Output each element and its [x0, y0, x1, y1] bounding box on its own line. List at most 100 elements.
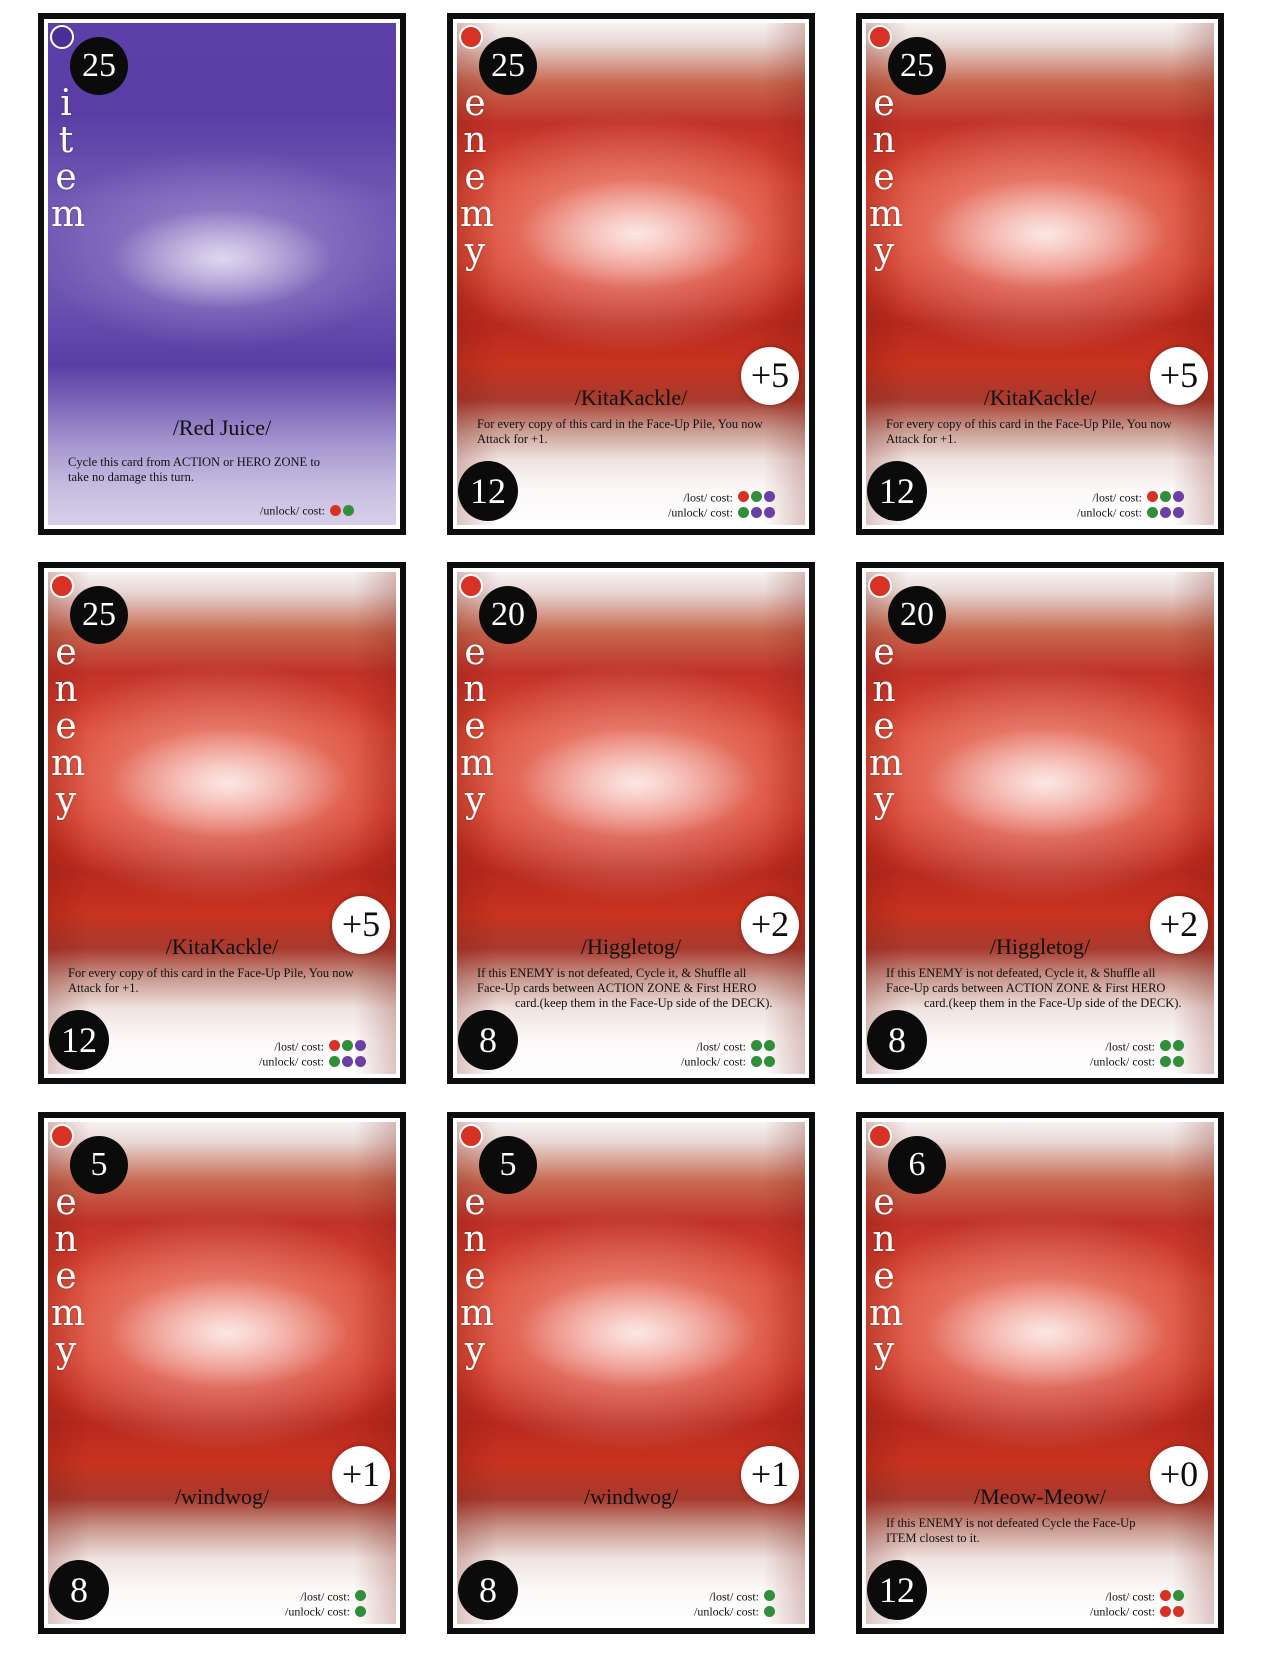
top-value-badge: 25	[70, 586, 128, 644]
card-description: If this ENEMY is not defeated Cycle the …	[886, 1516, 1198, 1546]
enemy-card[interactable]: 5 e n e m y +1/windwog/8/lost/ cost: /unlock/ …	[447, 1112, 815, 1634]
top-value-badge: 20	[888, 586, 946, 644]
type-letter: y	[873, 1330, 895, 1371]
card-art	[866, 1122, 1214, 1624]
card-name: /KitaKackle/	[983, 385, 1097, 410]
type-letter: e	[55, 1256, 77, 1297]
enemy-card[interactable]: 20 e n e m y +2/Higgletog/If this ENEMY is not…	[447, 562, 815, 1084]
unlock-cost-row: /unlock/ cost:	[1090, 1053, 1184, 1068]
unlock-cost-label: /unlock/ cost:	[1077, 505, 1142, 519]
enemy-card[interactable]: 6 e n e m y +0/Meow-Meow/If this ENEMY is not …	[856, 1112, 1224, 1634]
enemy-card[interactable]: 25 e n e m y +5/KitaKackle/For every copy of t…	[38, 562, 406, 1084]
green-cost-dot	[1173, 1055, 1184, 1067]
type-letter: y	[464, 231, 486, 272]
description-line: take no damage this turn.	[68, 470, 195, 484]
lost-cost-row: /lost/ cost:	[1077, 489, 1184, 504]
description-line: For every copy of this card in the Face-…	[477, 417, 763, 431]
red-cost-dot	[1147, 491, 1158, 503]
purple-cost-dot	[751, 506, 762, 518]
red-cost-dot	[738, 491, 749, 503]
bottom-value-badge: 12	[458, 461, 518, 521]
type-letter: n	[463, 120, 487, 161]
description-line: Cycle this card from ACTION or HERO ZONE…	[68, 455, 321, 469]
description-line: If this ENEMY is not defeated, Cycle it,…	[477, 966, 747, 980]
lost-cost-row: /lost/ cost:	[668, 489, 775, 504]
card-name: /Meow-Meow/	[974, 1484, 1106, 1509]
unlock-cost-label: /unlock/ cost:	[681, 1054, 746, 1068]
color-marker-dot	[50, 574, 74, 598]
card-art	[48, 1122, 396, 1624]
card-description: Cycle this card from ACTION or HERO ZONE…	[68, 455, 366, 485]
description-line: If this ENEMY is not defeated Cycle the …	[886, 1516, 1136, 1530]
type-letter: e	[873, 83, 895, 124]
type-letter: m	[869, 743, 904, 784]
green-cost-dot	[355, 1605, 366, 1617]
card-art	[866, 23, 1214, 525]
attack-bonus-badge: +2	[741, 896, 799, 954]
lost-cost-label: /lost/ cost:	[300, 1588, 350, 1603]
enemy-card[interactable]: 25 e n e m y +5/KitaKackle/For every copy of t…	[856, 13, 1224, 535]
top-value-badge: 25	[888, 37, 946, 95]
green-cost-dot	[1147, 506, 1158, 518]
type-letter: e	[873, 706, 895, 747]
card-face: 5 e n e m y +1/windwog/8/lost/ cost: /unlock/ …	[48, 1122, 396, 1624]
green-cost-dot	[1173, 1590, 1184, 1602]
enemy-card[interactable]: 20 e n e m y +2/Higgletog/If this ENEMY is not…	[856, 562, 1224, 1084]
unlock-cost-row: /unlock/ cost:	[285, 1603, 366, 1618]
type-letter: e	[464, 83, 486, 124]
purple-cost-dot	[1173, 506, 1184, 518]
type-letter: e	[873, 1182, 895, 1223]
type-letter: n	[463, 669, 487, 710]
cost-panel: /unlock/ cost:	[260, 502, 354, 517]
enemy-card[interactable]: 5 e n e m y +1/windwog/8/lost/ cost: /unlock/ …	[38, 1112, 406, 1634]
type-letter: m	[460, 194, 495, 235]
green-cost-dot	[329, 1055, 340, 1067]
attack-bonus-badge: +2	[1150, 896, 1208, 954]
type-letter: y	[873, 231, 895, 272]
cost-panel: /lost/ cost: /unlock/ cost:	[1077, 489, 1184, 519]
top-value-badge: 25	[479, 37, 537, 95]
green-cost-dot	[343, 504, 354, 516]
type-letter: y	[55, 780, 77, 821]
type-letter: e	[55, 632, 77, 673]
card-name: /Higgletog/	[580, 934, 682, 959]
attack-bonus-badge: +5	[1150, 347, 1208, 405]
green-cost-dot	[751, 1040, 762, 1052]
card-art	[48, 572, 396, 1074]
type-letter: n	[872, 669, 896, 710]
purple-cost-dot	[764, 506, 775, 518]
description-line: If this ENEMY is not defeated, Cycle it,…	[886, 966, 1156, 980]
color-marker-dot	[50, 25, 74, 49]
cost-panel: /lost/ cost: /unlock/ cost:	[1090, 1038, 1184, 1068]
description-line: card.(keep them in the Face-Up side of t…	[924, 996, 1182, 1010]
type-letter: m	[869, 194, 904, 235]
red-cost-dot	[1160, 1605, 1171, 1617]
type-letter: n	[54, 669, 78, 710]
green-cost-dot	[1173, 1040, 1184, 1052]
top-value-badge: 25	[70, 37, 128, 95]
card-face: 20 e n e m y +2/Higgletog/If this ENEMY is not…	[457, 572, 805, 1074]
purple-cost-dot	[355, 1040, 366, 1052]
enemy-card[interactable]: 25 e n e m y +5/KitaKackle/For every copy of t…	[447, 13, 815, 535]
item-card[interactable]: 25 i t e m/Red Juice/Cycle this card from AC…	[38, 13, 406, 535]
lost-cost-row: /lost/ cost:	[1090, 1038, 1184, 1053]
type-letter: e	[464, 1182, 486, 1223]
card-face: 6 e n e m y +0/Meow-Meow/If this ENEMY is not …	[866, 1122, 1214, 1624]
description-line: Face-Up cards between ACTION ZONE & Firs…	[477, 981, 757, 995]
green-cost-dot	[1160, 1055, 1171, 1067]
card-name: /KitaKackle/	[165, 934, 279, 959]
color-marker-dot	[459, 25, 483, 49]
purple-cost-dot	[355, 1055, 366, 1067]
card-face: 25 e n e m y +5/KitaKackle/For every copy of t…	[866, 23, 1214, 525]
type-letter: m	[460, 743, 495, 784]
color-marker-dot	[868, 1124, 892, 1148]
green-cost-dot	[764, 1605, 775, 1617]
color-marker-dot	[459, 574, 483, 598]
card-art	[48, 23, 396, 525]
type-letter: m	[460, 1293, 495, 1334]
cost-panel: /lost/ cost: /unlock/ cost:	[1090, 1588, 1184, 1618]
unlock-cost-row: /unlock/ cost:	[1077, 504, 1184, 519]
